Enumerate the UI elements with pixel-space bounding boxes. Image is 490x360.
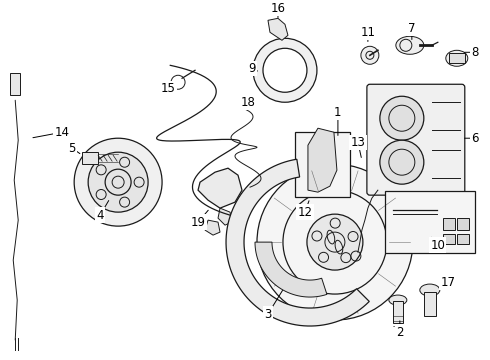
Text: 19: 19 — [191, 216, 205, 229]
Bar — [295, 132, 350, 197]
Text: 14: 14 — [55, 126, 70, 139]
Bar — [443, 234, 455, 244]
Circle shape — [380, 140, 424, 184]
Text: 8: 8 — [471, 46, 478, 59]
Circle shape — [253, 38, 317, 102]
Polygon shape — [218, 208, 232, 225]
Bar — [385, 191, 475, 253]
Ellipse shape — [446, 50, 468, 66]
Polygon shape — [255, 242, 327, 297]
Bar — [449, 53, 465, 63]
Bar — [457, 218, 469, 230]
Ellipse shape — [420, 284, 440, 296]
Text: 3: 3 — [264, 307, 271, 320]
Bar — [443, 218, 455, 230]
Text: 17: 17 — [441, 275, 455, 289]
Text: 9: 9 — [248, 62, 256, 75]
Text: 11: 11 — [360, 26, 375, 39]
Text: 1: 1 — [334, 106, 342, 119]
Text: 15: 15 — [161, 82, 175, 95]
Polygon shape — [308, 128, 337, 192]
Text: 13: 13 — [350, 136, 366, 149]
Circle shape — [307, 214, 363, 270]
Text: 12: 12 — [297, 206, 313, 219]
Circle shape — [361, 46, 379, 64]
Text: 18: 18 — [241, 96, 255, 109]
Bar — [10, 73, 20, 95]
Text: 2: 2 — [396, 325, 404, 338]
Ellipse shape — [389, 295, 407, 305]
Text: 16: 16 — [270, 2, 286, 15]
Polygon shape — [198, 168, 242, 208]
Circle shape — [380, 96, 424, 140]
Circle shape — [263, 48, 307, 92]
Text: 4: 4 — [97, 209, 104, 222]
Polygon shape — [226, 159, 369, 326]
Bar — [457, 234, 469, 244]
Circle shape — [88, 152, 148, 212]
Polygon shape — [205, 220, 220, 235]
Text: 6: 6 — [471, 132, 479, 145]
Text: 7: 7 — [408, 22, 416, 35]
Bar — [82, 152, 98, 164]
Bar — [393, 301, 403, 323]
FancyBboxPatch shape — [367, 84, 465, 195]
Ellipse shape — [396, 36, 424, 54]
Text: 10: 10 — [430, 239, 445, 252]
Text: 5: 5 — [69, 142, 76, 155]
Circle shape — [74, 138, 162, 226]
Bar — [424, 292, 436, 316]
Circle shape — [257, 164, 413, 320]
Polygon shape — [268, 18, 288, 40]
